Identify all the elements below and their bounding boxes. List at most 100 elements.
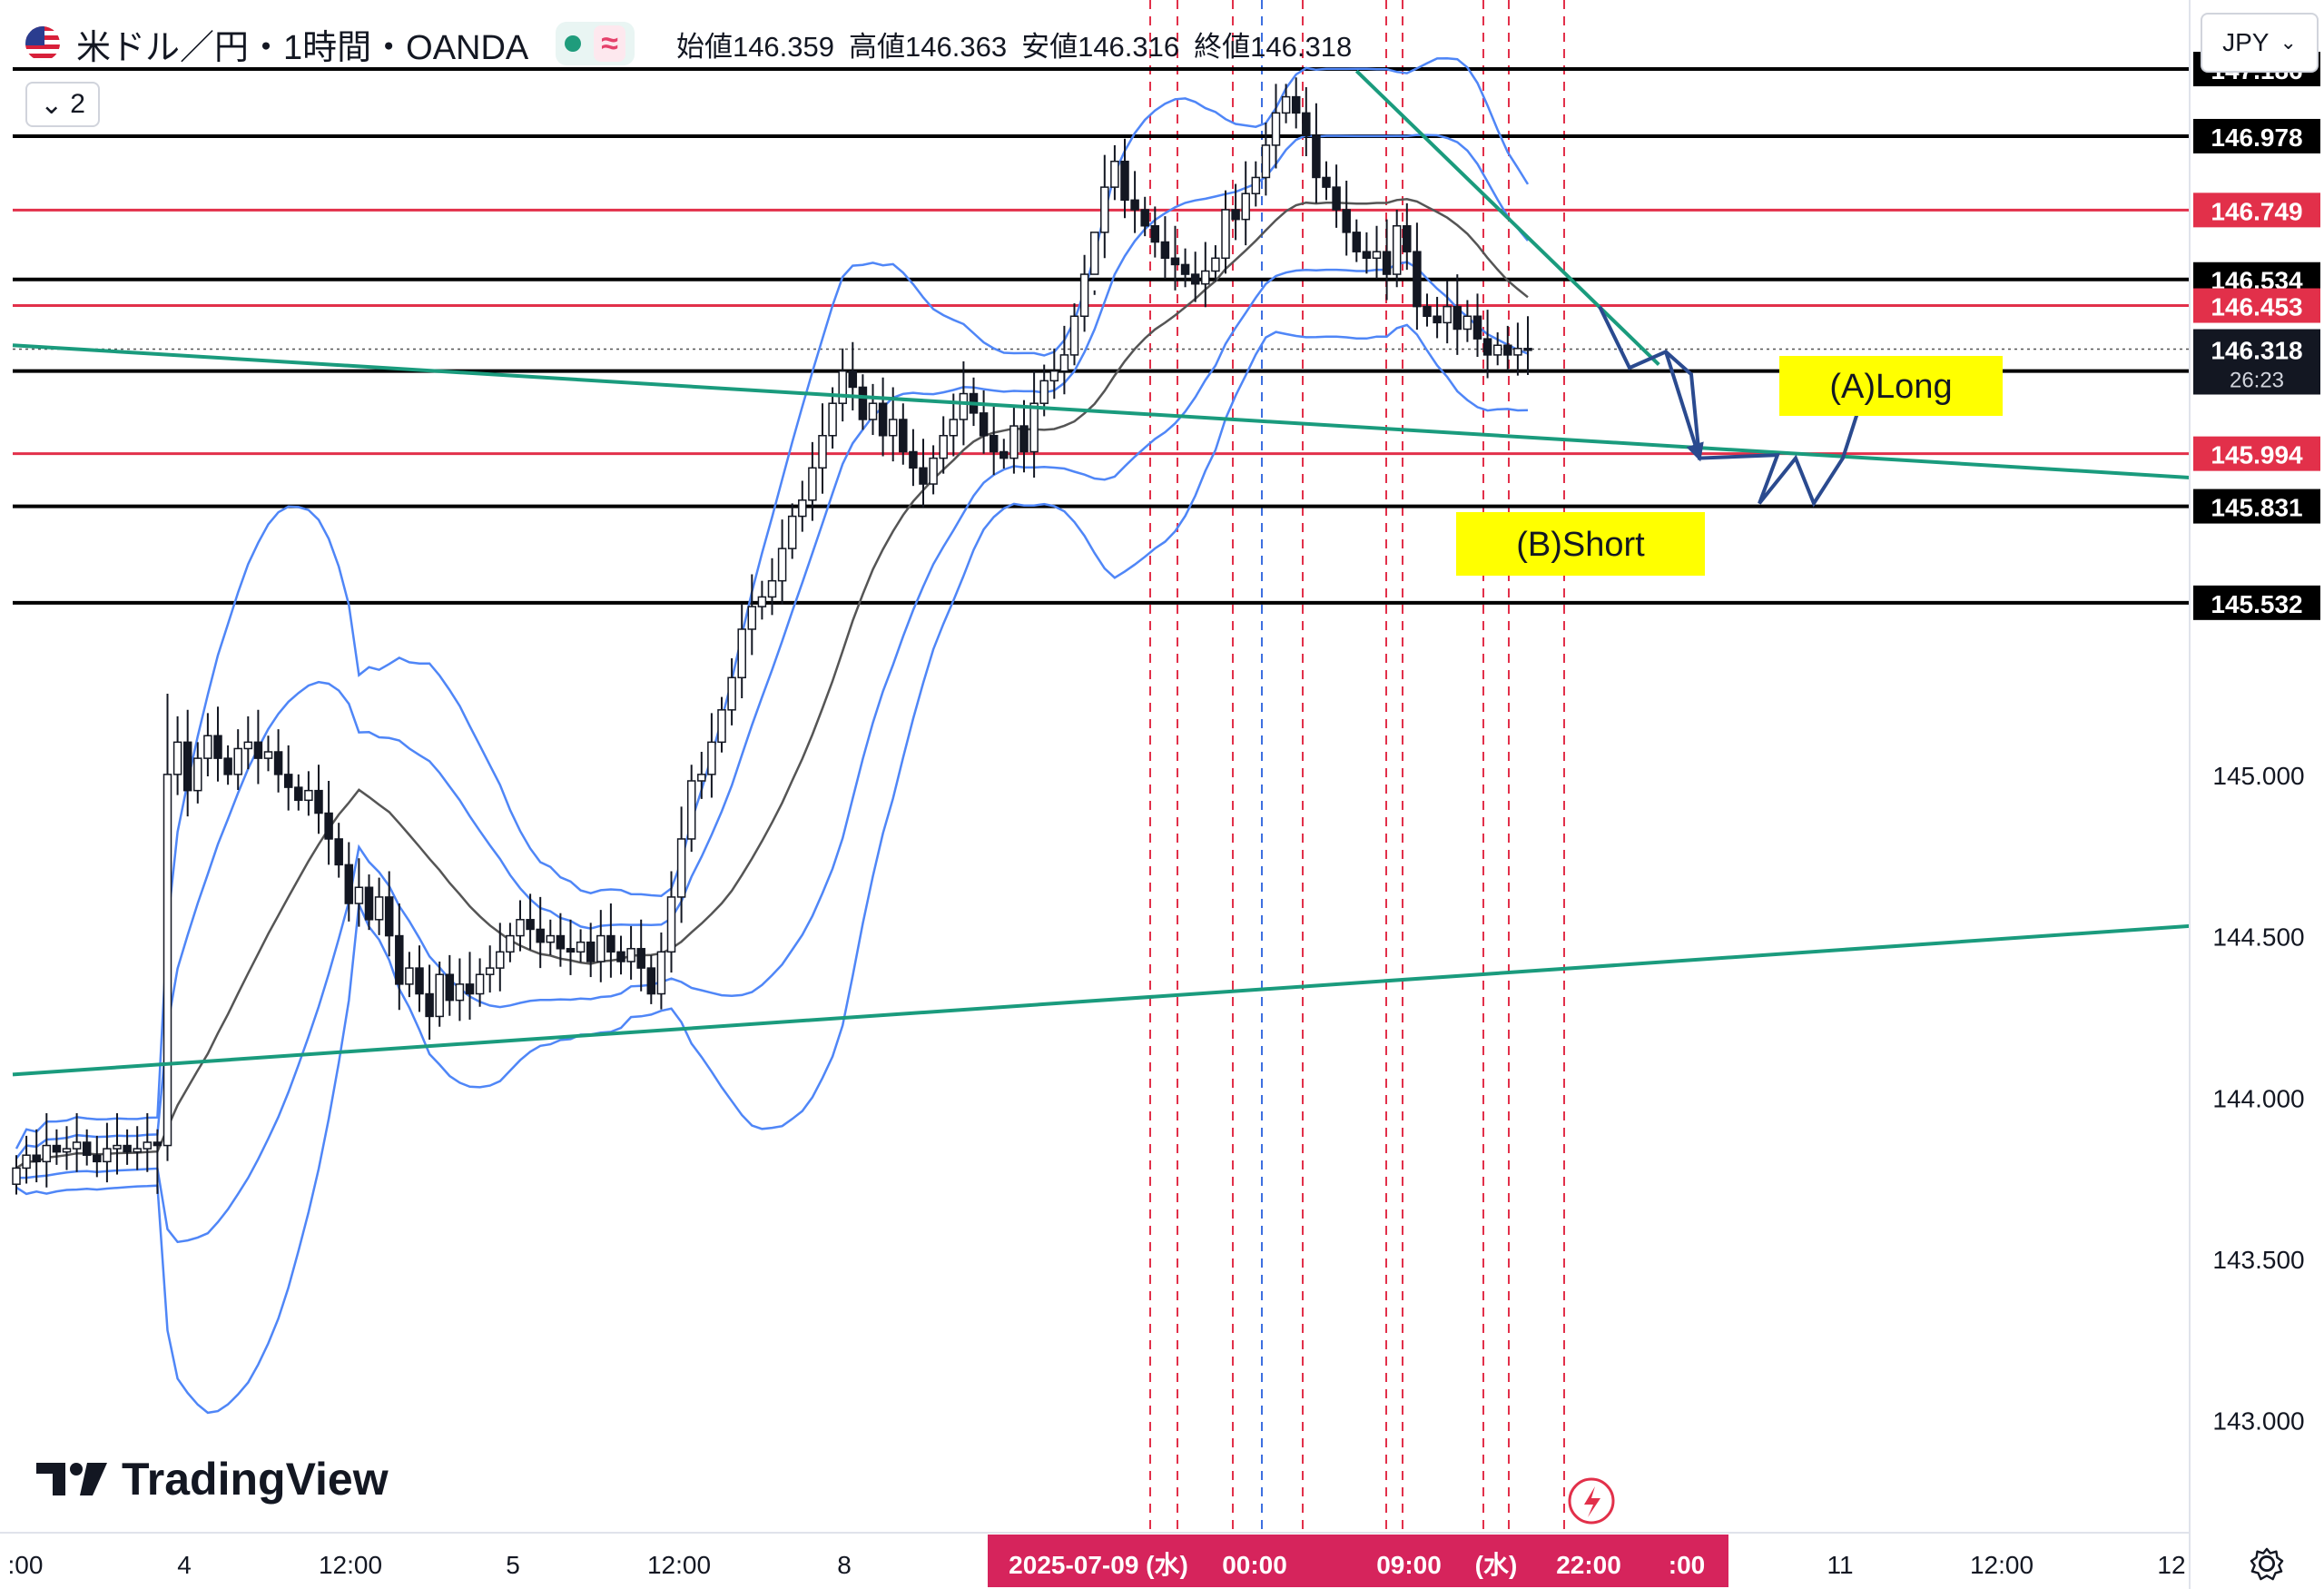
candle-body[interactable] [1462,315,1472,331]
candle-body[interactable] [1472,315,1482,340]
symbol-title[interactable]: 米ドル／円・1時間・OANDA [76,28,529,67]
candle-body[interactable] [1322,176,1331,188]
candle-body[interactable] [1039,380,1049,404]
candle-body[interactable] [576,941,586,953]
candle-body[interactable] [626,948,635,962]
candle-body[interactable] [485,967,495,975]
candle-body[interactable] [1251,176,1261,194]
candle-body[interactable] [1312,134,1321,179]
candle-body[interactable] [636,948,645,969]
candle-body[interactable] [1120,160,1129,202]
candle-body[interactable] [253,741,263,759]
candle-body[interactable] [566,948,576,953]
candle-body[interactable] [1059,354,1069,372]
candle-body[interactable] [334,838,343,866]
candle-body[interactable] [415,967,424,995]
candle-body[interactable] [798,499,807,518]
candle-body[interactable] [314,789,323,814]
candle-body[interactable] [828,402,837,437]
candle-body[interactable] [445,973,455,1002]
candle-body[interactable] [686,780,696,840]
candle-body[interactable] [707,741,716,775]
candle-body[interactable] [395,934,404,985]
candle-body[interactable] [172,741,182,775]
candle-body[interactable] [162,774,172,1147]
candle-body[interactable] [727,676,736,711]
candle-body[interactable] [62,1148,72,1153]
level-price-label[interactable]: 146.453 [2211,293,2302,321]
candle-body[interactable] [22,1154,31,1170]
candle-body[interactable] [1019,425,1029,453]
candle-body[interactable] [1201,270,1210,285]
candle-body[interactable] [546,934,556,943]
candle-body[interactable] [294,786,303,802]
candle-body[interactable] [1403,225,1412,252]
candle-body[interactable] [1423,305,1432,318]
candle-body[interactable] [182,741,192,792]
candle-body[interactable] [1281,95,1291,114]
level-price-label[interactable]: 146.749 [2211,197,2302,225]
candle-body[interactable] [666,896,676,953]
indicator-collapse-button[interactable]: ⌄ 2 [25,82,100,127]
candle-body[interactable] [455,983,465,1002]
candle-body[interactable] [374,896,384,921]
current-price-label[interactable]: 146.318 [2211,337,2302,365]
candle-body[interactable] [1241,192,1250,221]
candle-body[interactable] [496,951,505,969]
currency-selector[interactable]: JPY ⌄ [2201,13,2319,73]
candle-body[interactable] [949,419,959,437]
candle-body[interactable] [646,967,656,995]
candle-body[interactable] [747,606,757,630]
candle-body[interactable] [1482,338,1492,356]
candle-body[interactable] [93,1154,102,1163]
candle-body[interactable] [304,789,313,802]
candle-body[interactable] [1140,209,1149,227]
candle-body[interactable] [1302,112,1311,137]
candle-body[interactable] [133,1148,142,1153]
candle-body[interactable] [767,579,777,598]
candle-body[interactable] [526,919,535,931]
candle-body[interactable] [213,735,222,759]
annotation-box[interactable] [1456,512,1705,576]
candle-body[interactable] [203,735,212,759]
candle-body[interactable] [193,757,202,792]
candle-body[interactable] [848,370,858,389]
candle-body[interactable] [52,1144,62,1153]
candle-body[interactable] [475,973,485,995]
candle-body[interactable] [1049,370,1059,382]
candle-body[interactable] [72,1141,82,1150]
candle-body[interactable] [384,896,394,937]
level-price-label[interactable]: 146.978 [2211,123,2302,152]
candle-body[interactable] [243,741,253,750]
candle-body[interactable] [435,973,444,1018]
candle-body[interactable] [909,450,918,469]
status-pills[interactable]: ≈ [556,22,635,65]
candle-body[interactable] [153,1141,162,1147]
candle-body[interactable] [113,1144,122,1150]
candle-body[interactable] [868,402,878,420]
candle-body[interactable] [1089,232,1099,275]
candle-body[interactable] [919,467,928,485]
candle-body[interactable] [939,434,948,459]
candle-body[interactable] [616,951,625,962]
candle-body[interactable] [1382,251,1392,275]
candle-body[interactable] [556,934,566,950]
candle-body[interactable] [263,751,273,759]
candle-body[interactable] [1413,251,1422,308]
level-price-label[interactable]: 145.831 [2211,494,2302,522]
candle-body[interactable] [1231,209,1240,221]
level-price-label[interactable]: 145.532 [2211,590,2302,618]
candle-body[interactable] [606,934,615,953]
candle-body[interactable] [1452,305,1462,331]
candle-body[interactable] [878,402,888,437]
candle-body[interactable] [1150,225,1160,243]
candle-body[interactable] [1362,251,1372,260]
candle-body[interactable] [757,596,767,607]
candle-body[interactable] [344,864,354,904]
candle-body[interactable] [465,983,475,995]
candle-body[interactable] [1513,348,1522,356]
candle-body[interactable] [1492,344,1502,356]
candle-body[interactable] [1029,402,1039,453]
candle-body[interactable] [717,709,726,744]
